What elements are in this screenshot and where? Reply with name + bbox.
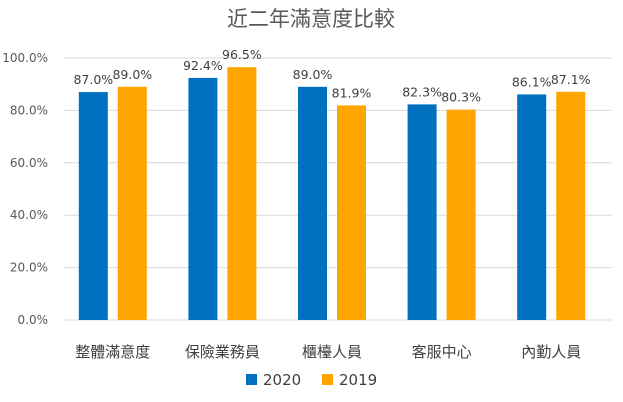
data-label: 82.3%: [402, 84, 442, 99]
bar-2019: [227, 67, 257, 320]
data-label: 80.3%: [441, 90, 481, 105]
bar-2020: [517, 94, 547, 320]
legend-label: 2019: [339, 371, 377, 389]
bars: [78, 67, 586, 321]
data-label: 96.5%: [222, 47, 262, 62]
data-label: 89.0%: [112, 67, 152, 82]
x-category-label: 客服中心: [412, 343, 472, 361]
data-label: 86.1%: [512, 74, 552, 89]
data-labels: 87.0% 92.4% 89.0% 82.3% 86.1% 89.0% 96.5% 81.9%…: [73, 47, 590, 104]
data-label: 87.1%: [551, 72, 591, 87]
legend-label: 2020: [263, 371, 301, 389]
y-tick-label: 0.0%: [18, 313, 49, 327]
y-tick-label: 60.0%: [10, 156, 48, 170]
bar-2020: [188, 77, 218, 320]
y-tick-label: 40.0%: [10, 208, 48, 222]
data-label: 89.0%: [293, 67, 333, 82]
x-category-label: 櫃檯人員: [302, 343, 362, 361]
x-category-label: 整體滿意度: [75, 343, 150, 361]
x-category-label: 保險業務員: [185, 343, 260, 361]
data-label: 87.0%: [73, 72, 113, 87]
y-tick-label: 80.0%: [10, 103, 48, 117]
chart-title: 近二年滿意度比較: [227, 7, 395, 31]
bar-2019: [337, 105, 366, 320]
x-axis-categories: 整體滿意度 保險業務員 櫃檯人員 客服中心 內勤人員: [75, 343, 581, 361]
legend-swatch: [322, 374, 333, 385]
bar-2020: [407, 104, 437, 321]
y-tick-label: 20.0%: [10, 261, 48, 275]
data-label: 81.9%: [332, 85, 372, 100]
bar-2020: [78, 92, 108, 320]
y-tick-label: 100.0%: [2, 51, 48, 65]
bar-2020: [298, 86, 327, 320]
bar-2019: [117, 86, 147, 320]
data-label: 92.4%: [183, 58, 223, 73]
x-category-label: 內勤人員: [521, 343, 581, 361]
legend-swatch: [246, 374, 257, 385]
y-axis-ticks: 0.0% 20.0% 40.0% 60.0% 80.0% 100.0%: [2, 51, 48, 327]
bar-2019: [446, 109, 476, 320]
legend: 2020 2019: [246, 371, 377, 389]
bar-2019: [556, 91, 586, 320]
